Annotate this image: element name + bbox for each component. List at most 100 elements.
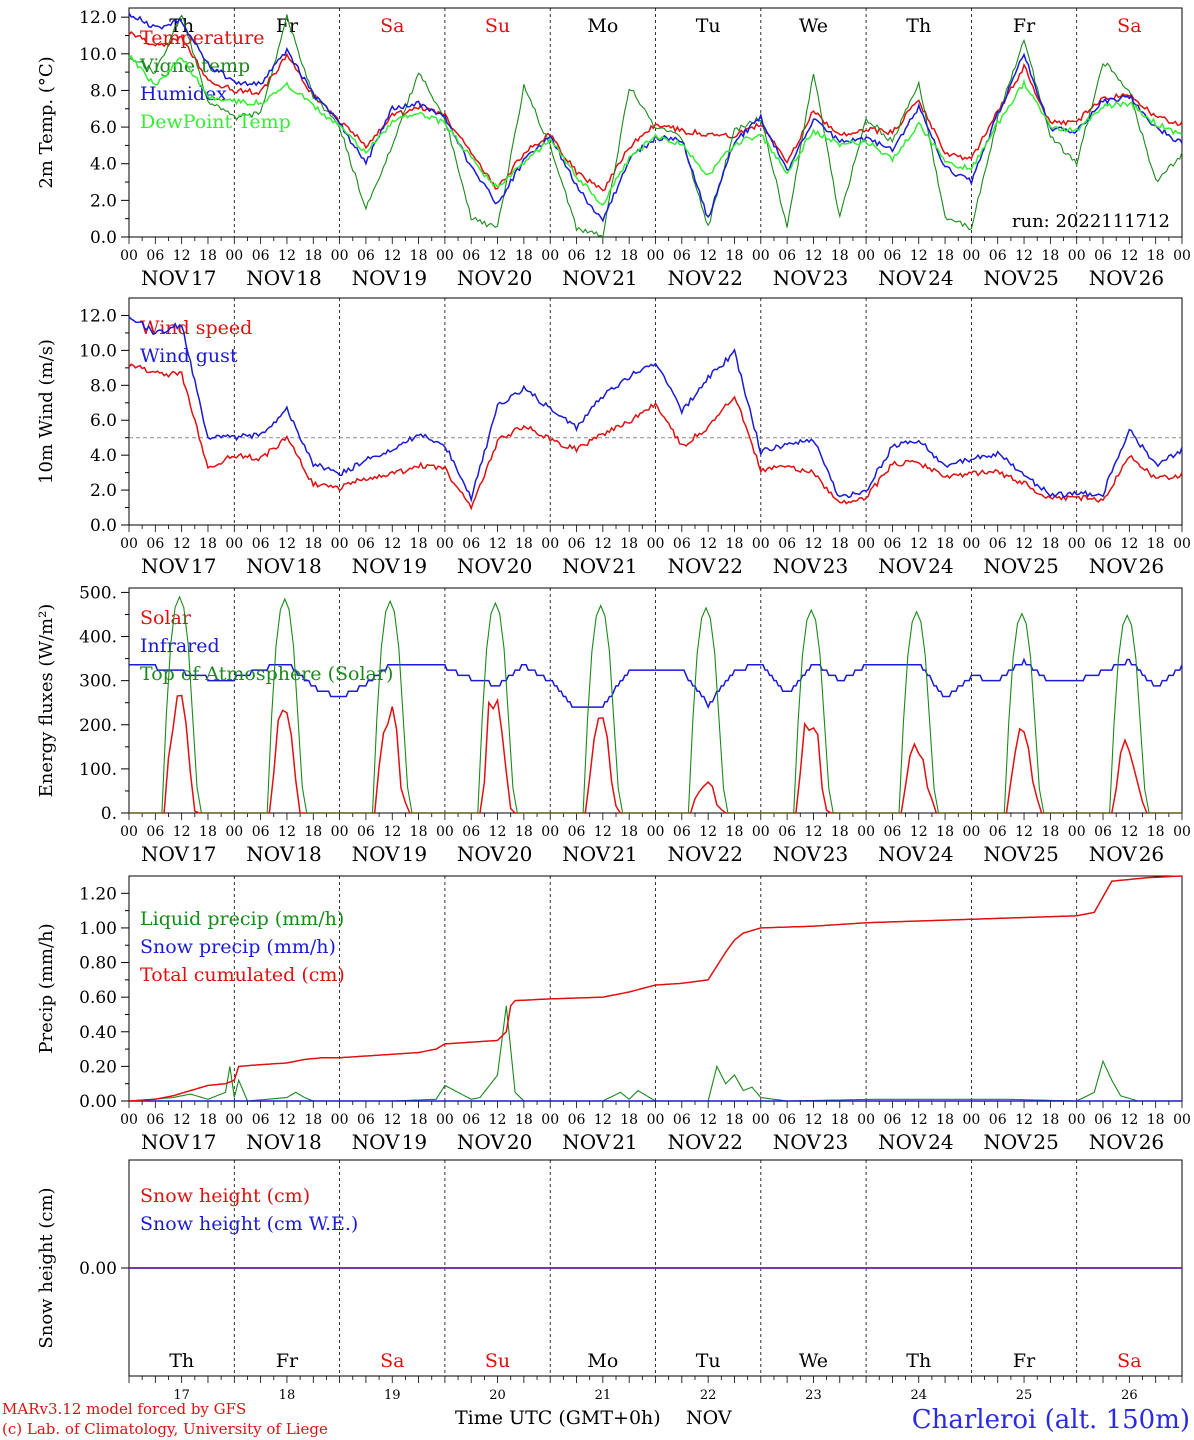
y-tick-label: 0.0: [90, 228, 117, 248]
bottom-date-label: 21: [595, 1388, 612, 1403]
x-hour-label: 12: [383, 1112, 401, 1128]
plot-frame: [128, 587, 1183, 814]
y-tick-label: 0.: [101, 804, 117, 824]
series-line-1: [129, 694, 1182, 814]
x-date-day: 20: [507, 842, 532, 866]
y-tick-label: 8.0: [90, 376, 117, 396]
x-hour-label: 18: [936, 536, 954, 552]
x-hour-label: 06: [989, 248, 1007, 264]
y-tick-label: 10.0: [79, 45, 117, 65]
x-hour-label: 12: [173, 536, 191, 552]
x-hour-label: 12: [1120, 1112, 1138, 1128]
x-hour-label: 00: [962, 248, 980, 264]
x-hour-label: 18: [1041, 1112, 1059, 1128]
x-hour-label: 06: [252, 248, 270, 264]
x-date-month: NOV: [983, 1130, 1032, 1154]
x-hour-label: 12: [699, 1112, 717, 1128]
panel-3: 0. 100. 200. 300. 400. 500. Energy fluxes (W/m…: [36, 583, 1191, 866]
x-hour-label: 18: [304, 1112, 322, 1128]
series-line-3: [128, 875, 1183, 1102]
x-hour-label: 18: [620, 1112, 638, 1128]
bottom-date-label: 18: [279, 1388, 296, 1403]
x-hour-label: 06: [778, 248, 796, 264]
x-hour-label: 00: [647, 824, 665, 840]
legend-entry: Snow precip (mm/h): [140, 936, 336, 958]
day-name: Fr: [1013, 15, 1036, 37]
x-hour-label: 00: [331, 1112, 349, 1128]
x-hour-label: 00: [120, 1112, 138, 1128]
x-date-month: NOV: [668, 842, 717, 866]
x-date-day: 26: [1139, 554, 1164, 578]
day-name: Mo: [587, 1350, 618, 1372]
y-tick-label: 0.40: [79, 1023, 117, 1043]
x-hour-label: 18: [410, 824, 428, 840]
x-hour-label: 06: [357, 248, 375, 264]
x-hour-label: 18: [199, 1112, 217, 1128]
x-date-day: 21: [612, 1130, 637, 1154]
x-date-day: 18: [296, 1130, 321, 1154]
x-hour-label: 12: [278, 536, 296, 552]
x-hour-label: 00: [1068, 1112, 1086, 1128]
y-tick-label: 1.00: [79, 919, 117, 939]
y-tick-label: 0.00: [79, 1092, 117, 1112]
x-hour-label: 18: [726, 824, 744, 840]
x-hour-label: 18: [726, 248, 744, 264]
x-hour-label: 06: [989, 536, 1007, 552]
y-axis-label: Energy fluxes (W/m²): [36, 604, 57, 798]
x-hour-label: 00: [436, 248, 454, 264]
x-date-month: NOV: [668, 554, 717, 578]
x-hour-label: 18: [199, 824, 217, 840]
x-hour-label: 18: [620, 248, 638, 264]
x-hour-label: 18: [620, 824, 638, 840]
x-hour-label: 00: [857, 1112, 875, 1128]
day-name: Fr: [1013, 1350, 1036, 1372]
x-date-day: 23: [823, 554, 848, 578]
x-date-month: NOV: [668, 266, 717, 290]
x-hour-label: 18: [1147, 248, 1165, 264]
model-credit-line1: MARv3.12 model forced by GFS: [2, 1400, 246, 1418]
x-hour-label: 06: [673, 536, 691, 552]
x-hour-label: 06: [462, 536, 480, 552]
x-date-day: 23: [823, 266, 848, 290]
y-tick-label: 400.: [79, 628, 117, 648]
x-hour-label: 06: [673, 824, 691, 840]
x-date-day: 19: [402, 1130, 427, 1154]
x-date-month: NOV: [773, 554, 822, 578]
bottom-date-label: 22: [700, 1388, 717, 1403]
y-tick-label: 0.00: [79, 1259, 117, 1279]
x-date-month: NOV: [562, 1130, 611, 1154]
x-date-day: 19: [402, 842, 427, 866]
x-date-day: 24: [928, 1130, 953, 1154]
x-hour-label: 00: [1173, 536, 1191, 552]
x-hour-label: 06: [1094, 536, 1112, 552]
legend-entry: Snow height (cm W.E.): [140, 1213, 358, 1235]
x-hour-label: 12: [699, 824, 717, 840]
x-hour-label: 18: [1147, 824, 1165, 840]
day-name: Sa: [1117, 1350, 1141, 1372]
y-axis-label: Snow height (cm): [36, 1187, 57, 1348]
x-date-month: NOV: [878, 842, 927, 866]
location-label: Charleroi (alt. 150m): [912, 1405, 1190, 1435]
x-hour-label: 12: [1120, 248, 1138, 264]
x-hour-label: 00: [436, 824, 454, 840]
day-name: Tu: [696, 15, 721, 37]
day-name: Su: [485, 1350, 510, 1372]
x-hour-label: 18: [515, 824, 533, 840]
x-hour-label: 06: [673, 248, 691, 264]
x-hour-label: 12: [1015, 824, 1033, 840]
x-date-month: NOV: [1089, 1130, 1138, 1154]
x-hour-label: 18: [1041, 536, 1059, 552]
x-hour-label: 06: [778, 536, 796, 552]
x-date-day: 17: [191, 842, 216, 866]
day-name: Sa: [380, 15, 404, 37]
x-hour-label: 18: [199, 536, 217, 552]
legend-entry: Wind gust: [140, 345, 238, 367]
x-hour-label: 18: [304, 824, 322, 840]
x-hour-label: 00: [857, 536, 875, 552]
legend-entry: Temperature: [140, 27, 264, 49]
day-name: Sa: [1117, 15, 1141, 37]
panel-5: 0.00 Snow height (cm) Th Fr Sa Su Mo Tu We Th Fr Sa…: [36, 1159, 1183, 1383]
legend-entry: Humidex: [140, 83, 227, 105]
x-date-day: 25: [1033, 1130, 1058, 1154]
y-tick-label: 8.0: [90, 81, 117, 101]
